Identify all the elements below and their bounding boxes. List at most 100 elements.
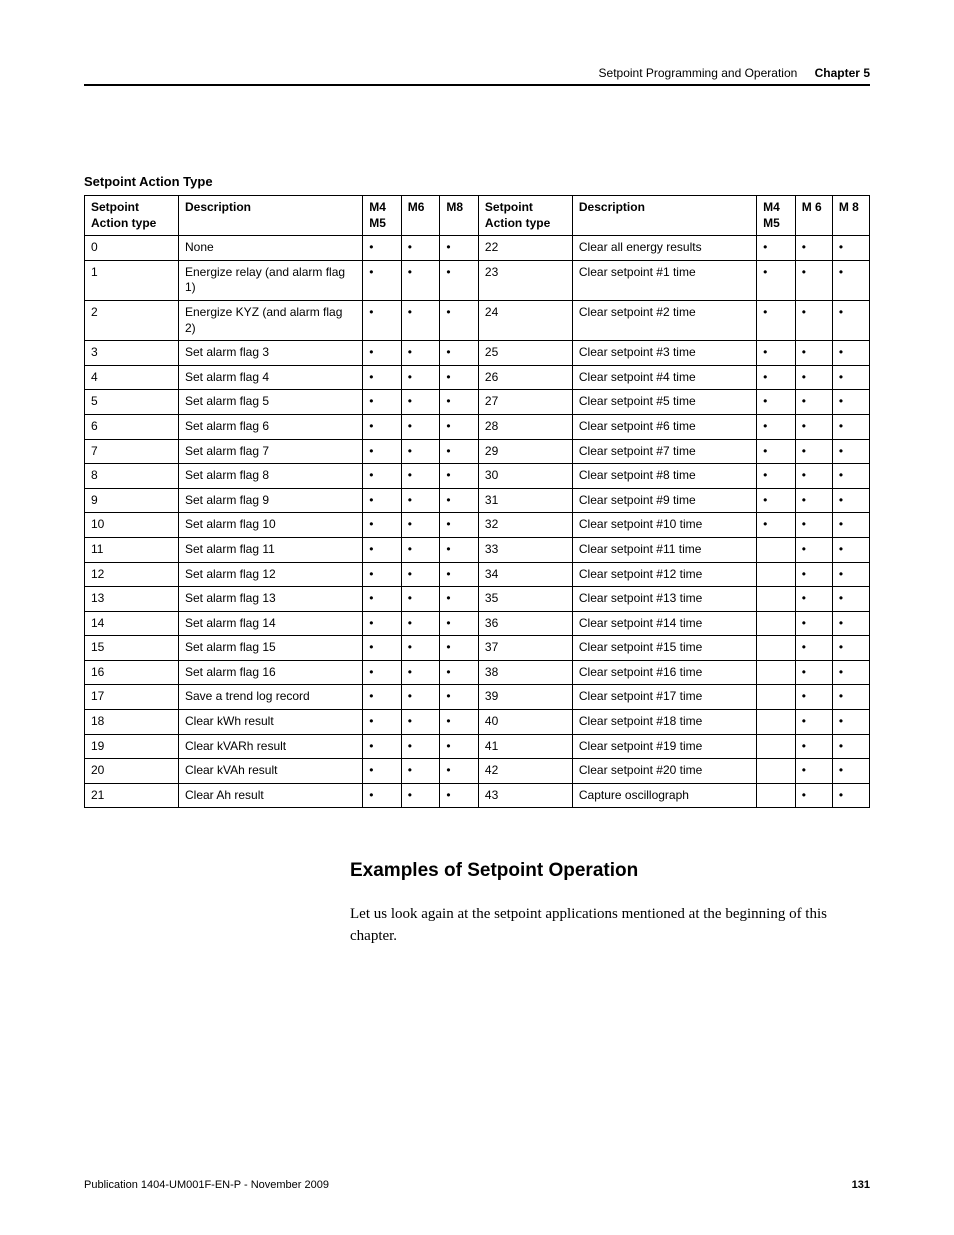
col-m8-b: M 8: [832, 196, 869, 236]
table-cell: 14: [85, 611, 179, 636]
table-cell: 6: [85, 414, 179, 439]
publication-info: Publication 1404-UM001F-EN-P - November …: [84, 1179, 329, 1191]
table-cell: •: [401, 636, 440, 661]
table-cell: Set alarm flag 3: [178, 341, 362, 366]
table-cell: •: [440, 300, 479, 340]
table-row: 8Set alarm flag 8•••30Clear setpoint #8 …: [85, 464, 870, 489]
table-cell: •: [401, 414, 440, 439]
table-cell: 5: [85, 390, 179, 415]
col-m4m5-a: M4 M5: [363, 196, 402, 236]
table-cell: •: [401, 587, 440, 612]
table-cell: •: [757, 341, 796, 366]
table-cell: •: [832, 734, 869, 759]
table-cell: •: [795, 464, 832, 489]
table-cell: •: [795, 636, 832, 661]
table-cell: [757, 759, 796, 784]
table-cell: •: [440, 390, 479, 415]
table-cell: 0: [85, 236, 179, 261]
table-cell: •: [440, 759, 479, 784]
table-cell: 39: [478, 685, 572, 710]
col-m6-b: M 6: [795, 196, 832, 236]
table-cell: •: [440, 710, 479, 735]
table-cell: Set alarm flag 11: [178, 537, 362, 562]
table-row: 17Save a trend log record•••39Clear setp…: [85, 685, 870, 710]
table-cell: •: [757, 236, 796, 261]
table-cell: •: [795, 414, 832, 439]
table-cell: Set alarm flag 8: [178, 464, 362, 489]
table-row: 13Set alarm flag 13•••35Clear setpoint #…: [85, 587, 870, 612]
table-cell: •: [401, 685, 440, 710]
running-title: Setpoint Programming and Operation: [599, 66, 798, 80]
table-row: 2Energize KYZ (and alarm flag 2)•••24Cle…: [85, 300, 870, 340]
table-cell: 19: [85, 734, 179, 759]
table-cell: •: [832, 414, 869, 439]
table-cell: •: [832, 300, 869, 340]
table-cell: •: [757, 464, 796, 489]
table-cell: •: [795, 587, 832, 612]
table-cell: •: [440, 464, 479, 489]
table-cell: Clear kWh result: [178, 710, 362, 735]
table-cell: •: [440, 660, 479, 685]
table-cell: •: [795, 759, 832, 784]
table-cell: •: [401, 341, 440, 366]
table-cell: 31: [478, 488, 572, 513]
col-m4m5-b: M4 M5: [757, 196, 796, 236]
table-cell: 10: [85, 513, 179, 538]
table-cell: [757, 562, 796, 587]
table-cell: Set alarm flag 5: [178, 390, 362, 415]
table-cell: •: [757, 439, 796, 464]
page-header: Setpoint Programming and Operation Chapt…: [84, 66, 870, 86]
table-cell: •: [795, 488, 832, 513]
table-cell: •: [401, 710, 440, 735]
table-cell: Clear setpoint #13 time: [572, 587, 756, 612]
table-cell: •: [401, 439, 440, 464]
table-cell: •: [401, 783, 440, 808]
table-cell: •: [795, 783, 832, 808]
table-cell: [757, 537, 796, 562]
table-cell: 2: [85, 300, 179, 340]
table-cell: •: [363, 783, 402, 808]
table-cell: 36: [478, 611, 572, 636]
table-cell: •: [795, 734, 832, 759]
table-cell: •: [795, 236, 832, 261]
col-m8-a: M8: [440, 196, 479, 236]
table-cell: •: [401, 260, 440, 300]
table-cell: None: [178, 236, 362, 261]
table-cell: •: [363, 488, 402, 513]
table-cell: •: [757, 513, 796, 538]
table-cell: 35: [478, 587, 572, 612]
table-cell: Set alarm flag 15: [178, 636, 362, 661]
table-row: 19Clear kVARh result•••41Clear setpoint …: [85, 734, 870, 759]
table-row: 12Set alarm flag 12•••34Clear setpoint #…: [85, 562, 870, 587]
table-cell: •: [832, 759, 869, 784]
table-cell: 30: [478, 464, 572, 489]
table-cell: •: [440, 513, 479, 538]
table-cell: •: [363, 611, 402, 636]
table-cell: 37: [478, 636, 572, 661]
table-header-row: Setpoint Action type Description M4 M5 M…: [85, 196, 870, 236]
table-cell: •: [440, 365, 479, 390]
table-cell: •: [795, 710, 832, 735]
table-cell: Clear setpoint #19 time: [572, 734, 756, 759]
table-title: Setpoint Action Type: [84, 174, 870, 189]
table-cell: 33: [478, 537, 572, 562]
table-cell: •: [363, 759, 402, 784]
table-row: 4Set alarm flag 4•••26Clear setpoint #4 …: [85, 365, 870, 390]
table-cell: •: [363, 660, 402, 685]
table-cell: •: [363, 341, 402, 366]
table-cell: •: [795, 341, 832, 366]
table-cell: 40: [478, 710, 572, 735]
table-cell: [757, 660, 796, 685]
table-cell: •: [832, 439, 869, 464]
table-cell: •: [795, 537, 832, 562]
table-cell: •: [832, 341, 869, 366]
table-cell: 7: [85, 439, 179, 464]
table-cell: Clear setpoint #17 time: [572, 685, 756, 710]
table-cell: 18: [85, 710, 179, 735]
col-setpoint-action-a: Setpoint Action type: [85, 196, 179, 236]
table-cell: Set alarm flag 10: [178, 513, 362, 538]
table-cell: [757, 587, 796, 612]
table-row: 1Energize relay (and alarm flag 1)•••23C…: [85, 260, 870, 300]
table-cell: 27: [478, 390, 572, 415]
table-cell: •: [832, 562, 869, 587]
